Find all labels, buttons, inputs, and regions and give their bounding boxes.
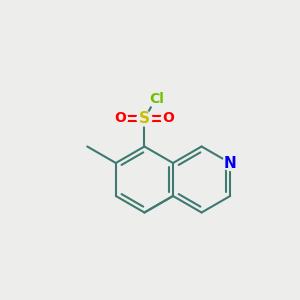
Circle shape bbox=[161, 111, 175, 125]
Text: Cl: Cl bbox=[149, 92, 164, 106]
Circle shape bbox=[137, 111, 152, 126]
Text: N: N bbox=[224, 155, 236, 170]
Circle shape bbox=[148, 90, 166, 108]
Text: O: O bbox=[115, 111, 127, 125]
Text: O: O bbox=[162, 111, 174, 125]
Circle shape bbox=[114, 111, 128, 125]
Text: S: S bbox=[139, 111, 150, 126]
Circle shape bbox=[223, 155, 238, 170]
